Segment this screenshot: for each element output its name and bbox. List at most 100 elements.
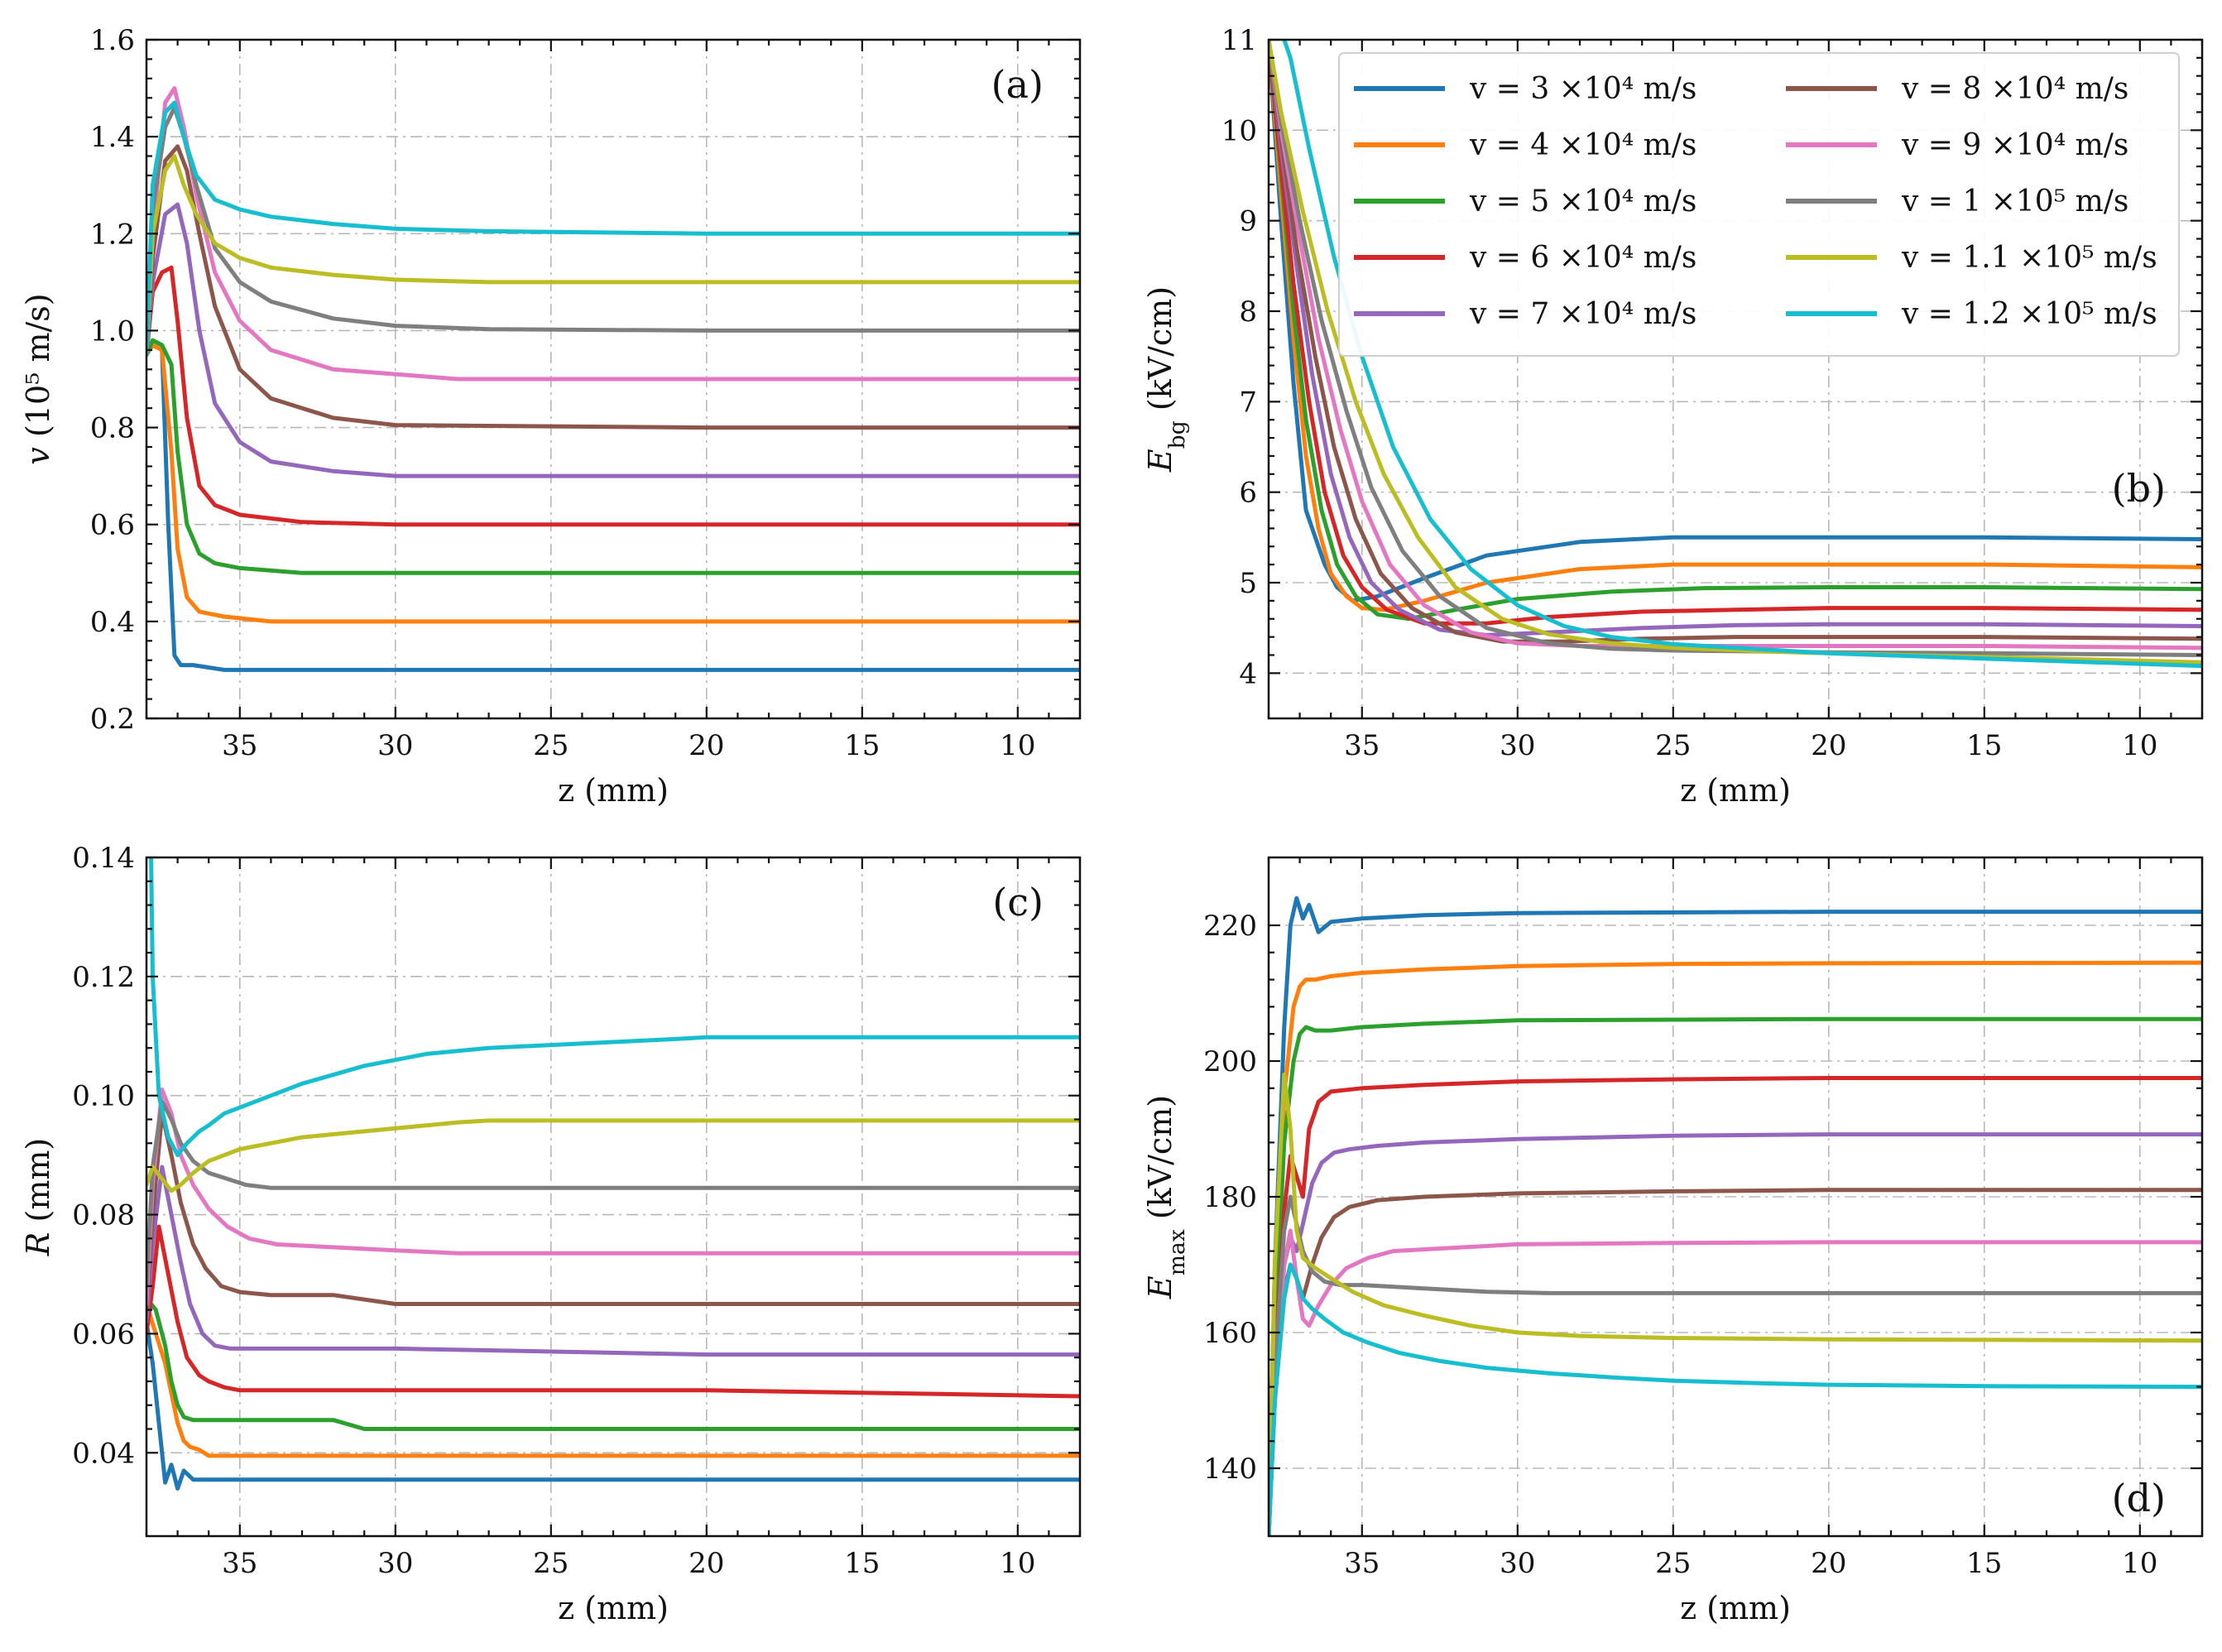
y-tick-label: 5	[1239, 567, 1257, 600]
panel-letter-c: (c)	[992, 880, 1044, 924]
series-line-d-4	[1269, 1132, 2202, 1536]
y-tick-label: 0.8	[90, 412, 135, 445]
panel-d: 35 30 25 20 15 10 140 160 180 200 220 z (mm) Emax (k…	[1142, 856, 2204, 1626]
legend-label: v = 1 ×10⁵ m/s	[1901, 185, 2128, 219]
y-tick-label: 10	[1221, 114, 1257, 147]
x-tick-label: 10	[1000, 729, 1035, 762]
y-tick-label: 140	[1203, 1453, 1257, 1486]
x-tick-label: 20	[1811, 729, 1846, 762]
series-line-b-3	[1269, 40, 2202, 626]
series-line-c-6	[146, 1088, 1080, 1306]
series-line-a-2	[146, 338, 1080, 575]
x-tick-label: 25	[533, 1547, 569, 1580]
series-line-b-5	[1269, 40, 2202, 644]
series-line-a-8	[146, 154, 1080, 358]
series-line-c-2	[146, 1295, 1080, 1431]
x-tick-label: 15	[1966, 1547, 2002, 1580]
y-axis-label: Ebg (kV/cm)	[1142, 286, 1190, 473]
series-line-b-0	[1269, 40, 2202, 603]
x-tick-label: 10	[2122, 1547, 2157, 1580]
x-tick-label: 25	[1655, 1547, 1691, 1580]
panel-letter-d: (d)	[2112, 1476, 2166, 1520]
x-axis-label: z (mm)	[1680, 1590, 1791, 1626]
series-line-b-6	[1269, 40, 2202, 651]
y-tick-label: 1.4	[90, 121, 135, 154]
series-line-c-1	[146, 1302, 1080, 1458]
x-tick-label: 25	[533, 729, 569, 762]
y-tick-label: 7	[1239, 386, 1257, 419]
y-tick-label: 200	[1203, 1045, 1257, 1078]
y-tick-label: 0.10	[72, 1080, 135, 1113]
series-line-b-2	[1269, 40, 2202, 622]
x-axis-label: z (mm)	[558, 772, 669, 809]
y-tick-label: 0.6	[90, 509, 135, 542]
x-tick-label: 15	[844, 1547, 880, 1580]
x-tick-label: 35	[222, 729, 257, 762]
x-tick-label: 20	[689, 729, 724, 762]
series-line-c-3	[146, 1224, 1080, 1399]
legend-label: v = 7 ×10⁴ m/s	[1469, 297, 1696, 331]
y-tick-label: 8	[1239, 295, 1257, 329]
panel-letter-a: (a)	[991, 62, 1044, 107]
series-line-b-4	[1269, 40, 2202, 637]
series-line-d-0	[1269, 896, 2202, 1536]
legend-label: v = 6 ×10⁴ m/s	[1469, 241, 1696, 275]
series-line-d-3	[1269, 1076, 2202, 1536]
x-tick-label: 30	[377, 729, 413, 762]
y-tick-label: 1.2	[90, 218, 135, 251]
legend-label: v = 5 ×10⁴ m/s	[1469, 185, 1696, 219]
series-line-c-4	[146, 1165, 1080, 1357]
y-tick-label: 0.4	[90, 606, 135, 639]
y-tick-label: 6	[1239, 477, 1257, 510]
y-tick-label: 1.6	[90, 24, 135, 57]
series-line-d-7	[1269, 1194, 2202, 1536]
x-tick-label: 35	[1344, 1547, 1380, 1580]
series-line-c-7	[146, 1099, 1080, 1289]
y-tick-label: 0.08	[72, 1199, 135, 1232]
y-tick-label: 180	[1203, 1181, 1257, 1214]
x-tick-label: 25	[1655, 729, 1691, 762]
x-tick-label: 20	[1811, 1547, 1846, 1580]
series-line-c-5	[146, 1111, 1080, 1313]
legend-label: v = 1.2 ×10⁵ m/s	[1901, 297, 2157, 331]
series-line-b-9	[1282, 40, 2202, 669]
panel-letter-b: (b)	[2112, 466, 2166, 511]
x-axis-label: z (mm)	[1680, 772, 1791, 809]
legend-box	[1338, 52, 2180, 357]
series-line-a-4	[146, 202, 1080, 478]
series-line-d-9	[1269, 1262, 2202, 1536]
legend-label: v = 9 ×10⁴ m/s	[1901, 128, 2128, 162]
legend-label: v = 3 ×10⁴ m/s	[1469, 72, 1696, 106]
y-tick-label: 11	[1221, 24, 1257, 57]
x-tick-label: 35	[1344, 729, 1380, 762]
series-line-a-3	[146, 265, 1080, 527]
x-tick-label: 30	[1500, 729, 1535, 762]
series-line-d-2	[1269, 1016, 2202, 1536]
x-tick-label: 35	[222, 1547, 257, 1580]
y-axis-label: Emax (kV/cm)	[1142, 1095, 1190, 1299]
y-tick-label: 4	[1239, 657, 1257, 690]
y-tick-label: 9	[1239, 205, 1257, 238]
x-tick-label: 15	[1966, 729, 2002, 762]
x-axis-label: z (mm)	[558, 1590, 669, 1626]
y-tick-label: 0.04	[72, 1437, 135, 1470]
y-tick-label: 1.0	[90, 315, 135, 348]
series-line-a-1	[146, 343, 1080, 624]
series-line-c-8	[146, 1118, 1080, 1193]
y-tick-label: 0.12	[72, 961, 135, 994]
y-tick-label: 160	[1203, 1317, 1257, 1350]
series-line-a-9	[146, 100, 1080, 358]
legend-label: v = 8 ×10⁴ m/s	[1901, 72, 2128, 106]
series-line-d-8	[1269, 1072, 2202, 1536]
x-tick-label: 10	[1000, 1547, 1035, 1580]
series-line-a-5	[146, 144, 1080, 430]
y-axis-label: v (10⁵ m/s)	[20, 293, 56, 464]
x-tick-label: 20	[689, 1547, 724, 1580]
series-line-c-0	[146, 1319, 1080, 1491]
x-tick-label: 10	[2122, 729, 2157, 762]
x-tick-label: 15	[844, 729, 880, 762]
panel-a: 35 30 25 20 15 10 0.2 0.4 0.6 0.8 1.0 1.2 1.4 1.6 z (m…	[20, 24, 1082, 809]
panel-c: 35 30 25 20 15 10 0.04 0.06 0.08 0.10 0.12 0.14 z (m…	[20, 842, 1082, 1626]
x-tick-label: 30	[1500, 1547, 1535, 1580]
